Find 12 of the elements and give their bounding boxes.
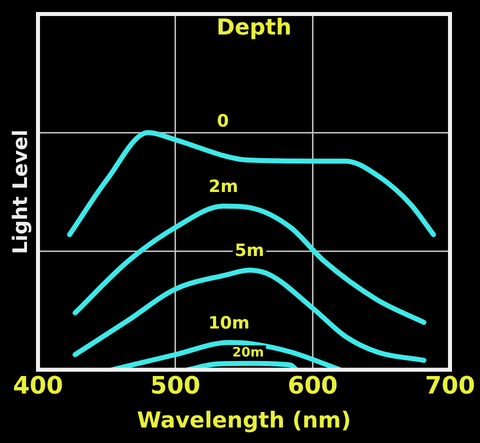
series-label: 2m	[208, 177, 238, 198]
y-axis-title: Light Level	[8, 130, 32, 254]
series-label: 20m	[232, 345, 264, 360]
series-label: 5m	[234, 241, 264, 262]
x-tick-label: 500	[150, 371, 200, 400]
x-tick-label: 400	[12, 371, 64, 400]
x-tick-label: 700	[424, 371, 476, 400]
series-label: 10m	[208, 313, 250, 334]
x-tick-label: 600	[288, 371, 338, 400]
legend-title: Depth	[216, 16, 292, 41]
series-label: 0	[216, 112, 229, 132]
x-axis-title: Wavelength (nm)	[137, 408, 351, 434]
